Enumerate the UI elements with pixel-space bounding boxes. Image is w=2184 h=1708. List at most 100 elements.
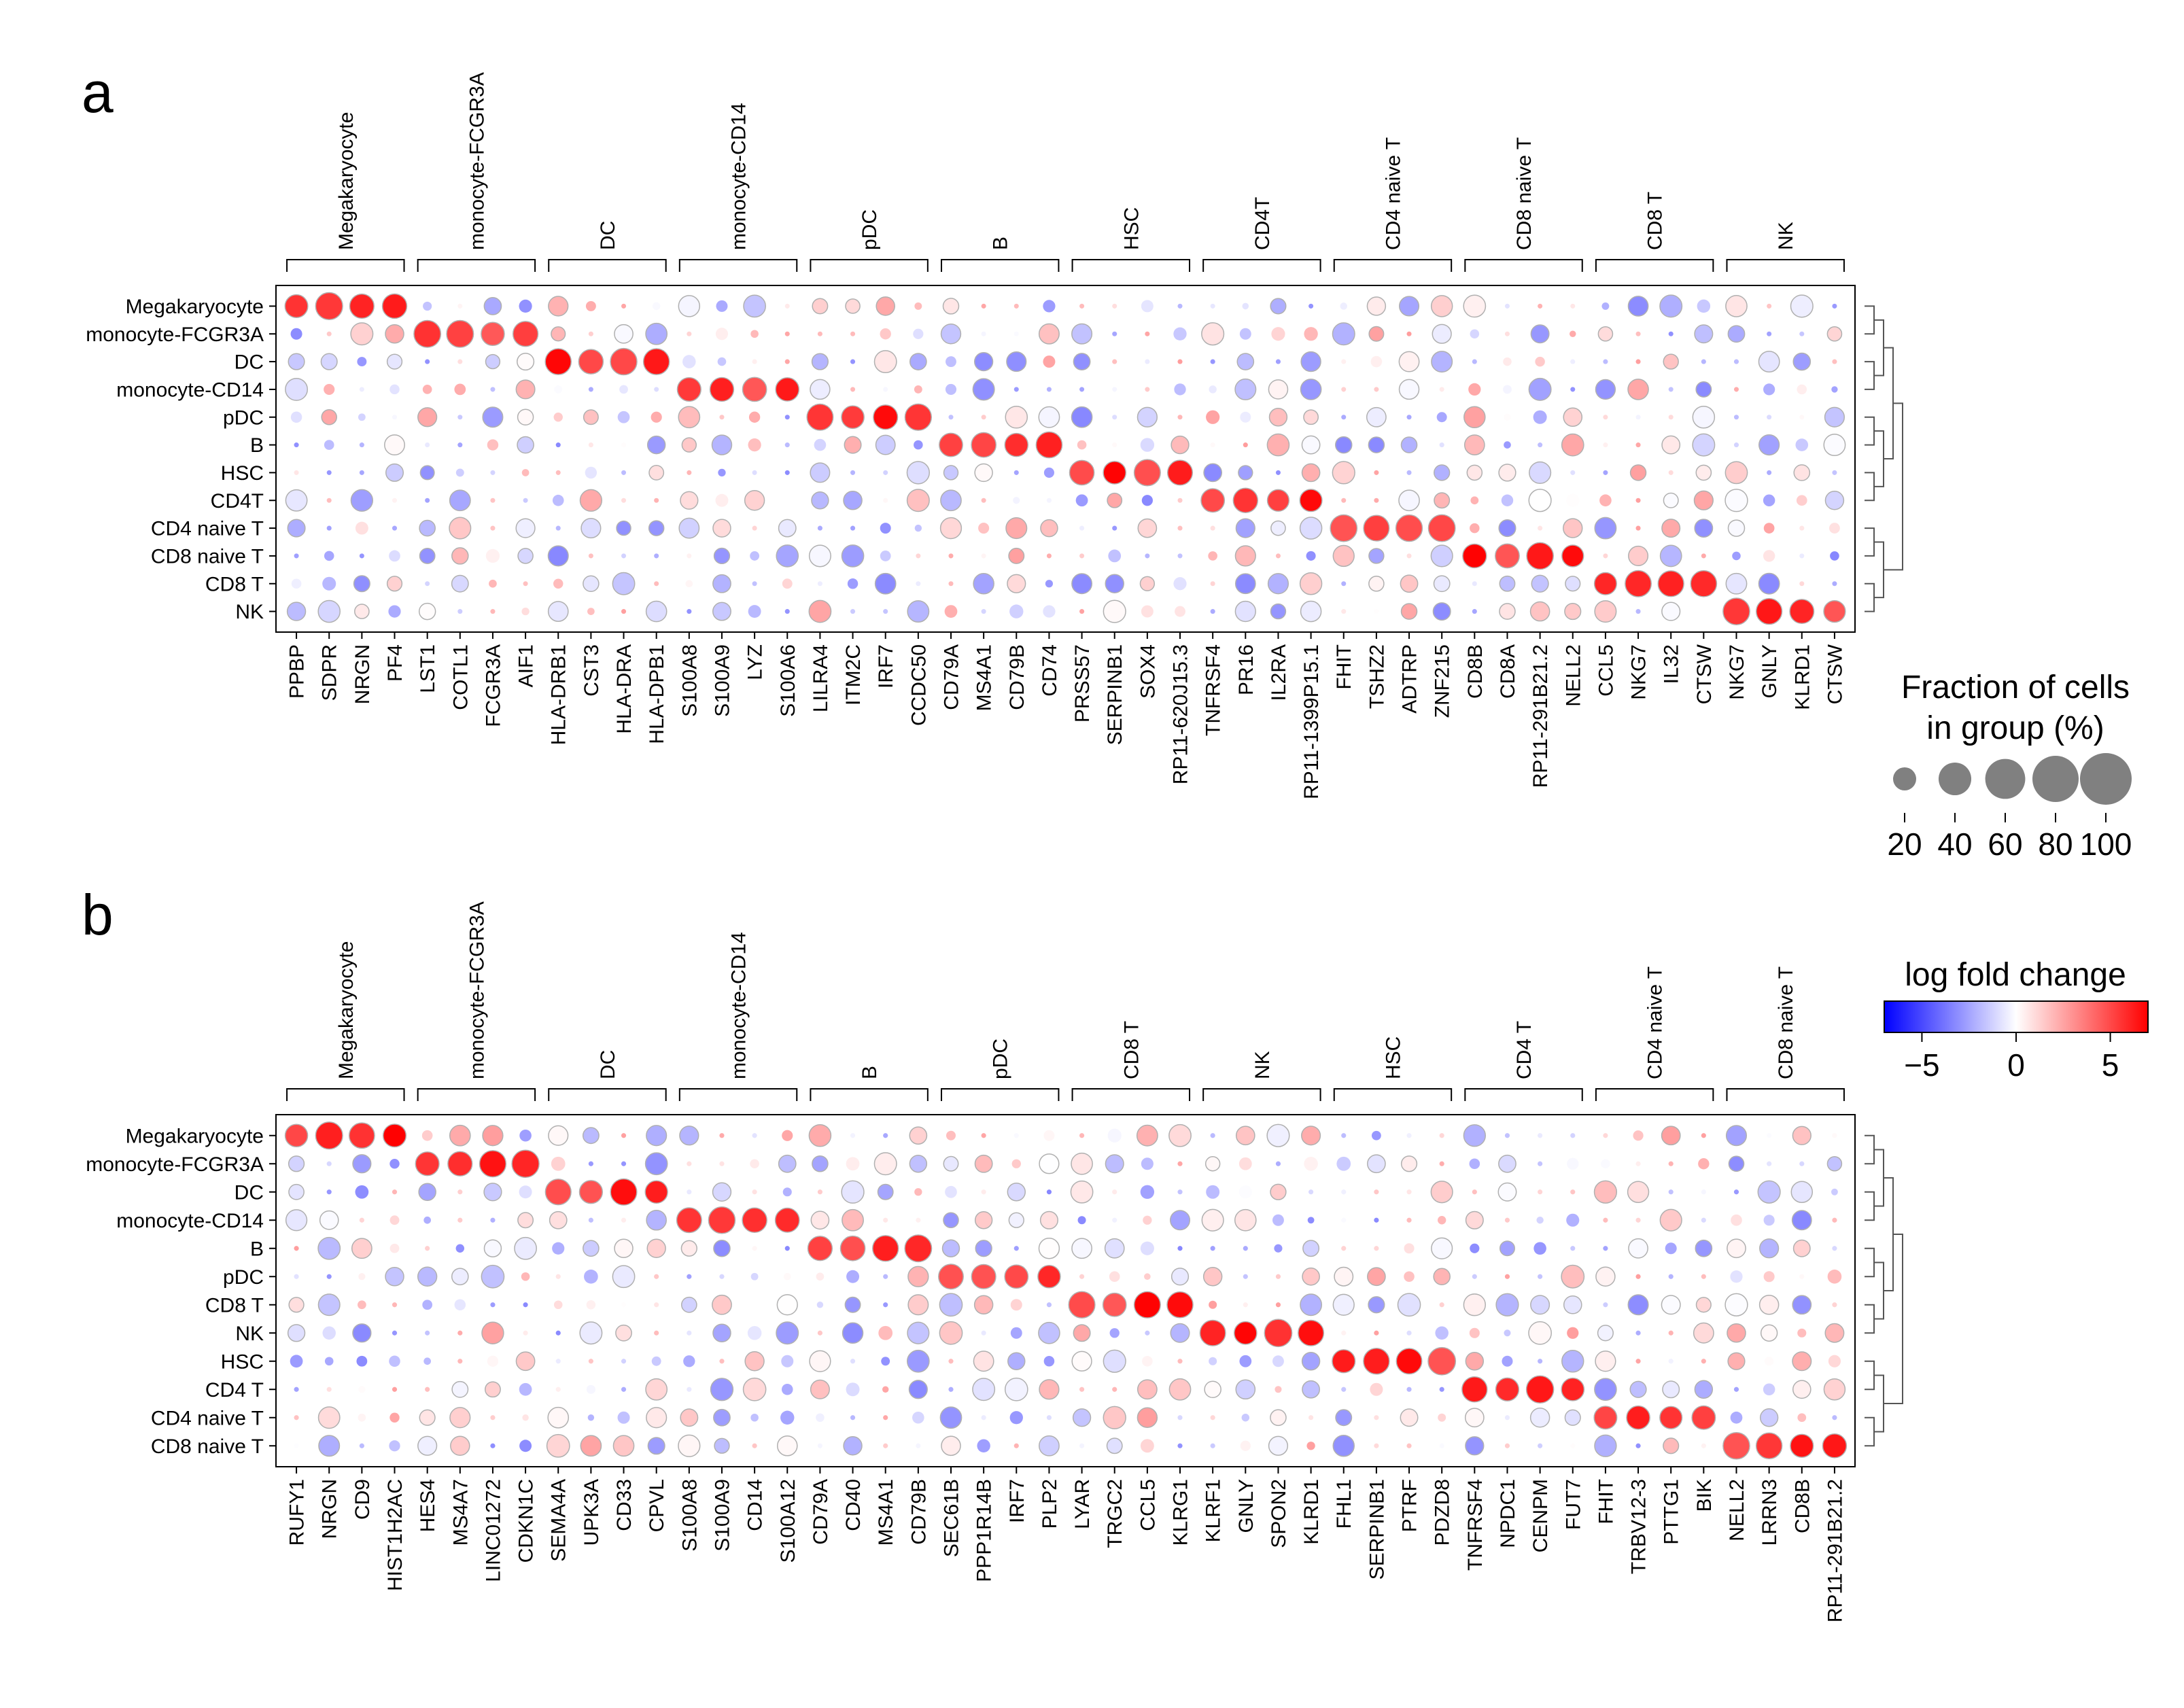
dot [748, 605, 761, 618]
dot [1832, 359, 1837, 364]
dot [1629, 464, 1647, 481]
dot [389, 1159, 400, 1169]
dot [1400, 1155, 1418, 1172]
dot [1005, 517, 1028, 540]
dot [490, 387, 496, 392]
gene-label: KLRG1 [1170, 1479, 1192, 1546]
dot [711, 434, 733, 455]
dot [1495, 1377, 1520, 1401]
dot [748, 411, 761, 423]
dot [357, 357, 367, 367]
dot [883, 1274, 888, 1279]
group-bracket [1726, 1088, 1845, 1101]
gene-label: KLRD1 [1791, 644, 1814, 710]
dot [914, 385, 922, 394]
dot [1239, 1355, 1252, 1367]
dot [750, 1413, 759, 1422]
dot [1463, 406, 1486, 429]
dot [782, 578, 793, 589]
gene-label: MS4A1 [875, 1479, 897, 1546]
dot [1145, 359, 1150, 364]
dot [587, 608, 595, 615]
dot [1495, 543, 1520, 569]
dot [1004, 432, 1029, 457]
dot [1210, 1443, 1215, 1448]
dot [1504, 1415, 1510, 1421]
dot [776, 1435, 798, 1457]
dot [782, 1130, 793, 1141]
dot [294, 1387, 299, 1392]
size-legend-subtitle: in group (%) [1926, 710, 2104, 746]
dot [1299, 517, 1323, 540]
dot [583, 575, 600, 593]
dot [750, 1272, 759, 1280]
dot [1594, 517, 1617, 540]
group-label: DC [597, 1050, 619, 1079]
dot [1235, 1126, 1255, 1146]
dot [907, 600, 930, 623]
dot [1767, 303, 1772, 309]
gene-label: RP11-291B21.2 [1529, 644, 1552, 788]
dendrogram-branch [1865, 1191, 1875, 1221]
size-legend-dot [1985, 759, 2026, 799]
dot [1439, 1387, 1444, 1392]
dot [523, 581, 528, 587]
dot [417, 407, 438, 428]
dot [1433, 1268, 1451, 1286]
dot [1570, 387, 1576, 392]
dot [1406, 1217, 1412, 1223]
dot [1103, 461, 1127, 485]
dot [1235, 518, 1255, 538]
gene-label: LYZ [744, 644, 767, 680]
dot [981, 303, 986, 309]
size-legend-dot [1893, 767, 1916, 790]
dot [1435, 1326, 1449, 1340]
dot [457, 1359, 463, 1364]
dot [512, 321, 539, 347]
dot [1760, 1324, 1778, 1342]
dot [1340, 302, 1347, 310]
dot [287, 1324, 306, 1342]
dendrogram-branch [1865, 472, 1875, 502]
dot [1659, 1208, 1682, 1232]
dot [1367, 1267, 1386, 1287]
dot [1531, 574, 1549, 593]
dot [1043, 1130, 1055, 1141]
dot [752, 1189, 757, 1195]
dot [482, 406, 504, 428]
dot [1828, 1355, 1841, 1367]
dot [353, 575, 370, 593]
dendrogram-branch [1874, 430, 1884, 487]
dot [1823, 434, 1846, 457]
dot [1304, 1156, 1318, 1171]
dot [1538, 1189, 1543, 1195]
dot [1570, 1133, 1576, 1138]
dot [778, 519, 797, 538]
dot [1827, 1269, 1842, 1284]
dot [1406, 1387, 1412, 1392]
dot [1829, 523, 1840, 534]
dot [808, 544, 831, 568]
dot [1210, 1415, 1215, 1421]
gene-label: PRSS57 [1071, 644, 1094, 722]
dot [1470, 1243, 1480, 1253]
dot [646, 1209, 667, 1231]
dot [904, 1234, 933, 1263]
dot [1432, 324, 1452, 344]
dot [1427, 1346, 1457, 1376]
dot [1727, 1238, 1746, 1259]
dot [1792, 1380, 1812, 1399]
dot [1594, 600, 1617, 623]
dot [324, 383, 335, 395]
dot [621, 1161, 627, 1166]
dot [718, 468, 726, 477]
dot [1694, 519, 1714, 538]
dot [615, 1324, 632, 1342]
dot [883, 1415, 888, 1421]
dot [455, 1244, 465, 1253]
dot [1668, 1330, 1674, 1336]
dot [850, 1359, 856, 1364]
dot [614, 324, 634, 344]
dot [1730, 1270, 1743, 1283]
dot [425, 442, 430, 448]
